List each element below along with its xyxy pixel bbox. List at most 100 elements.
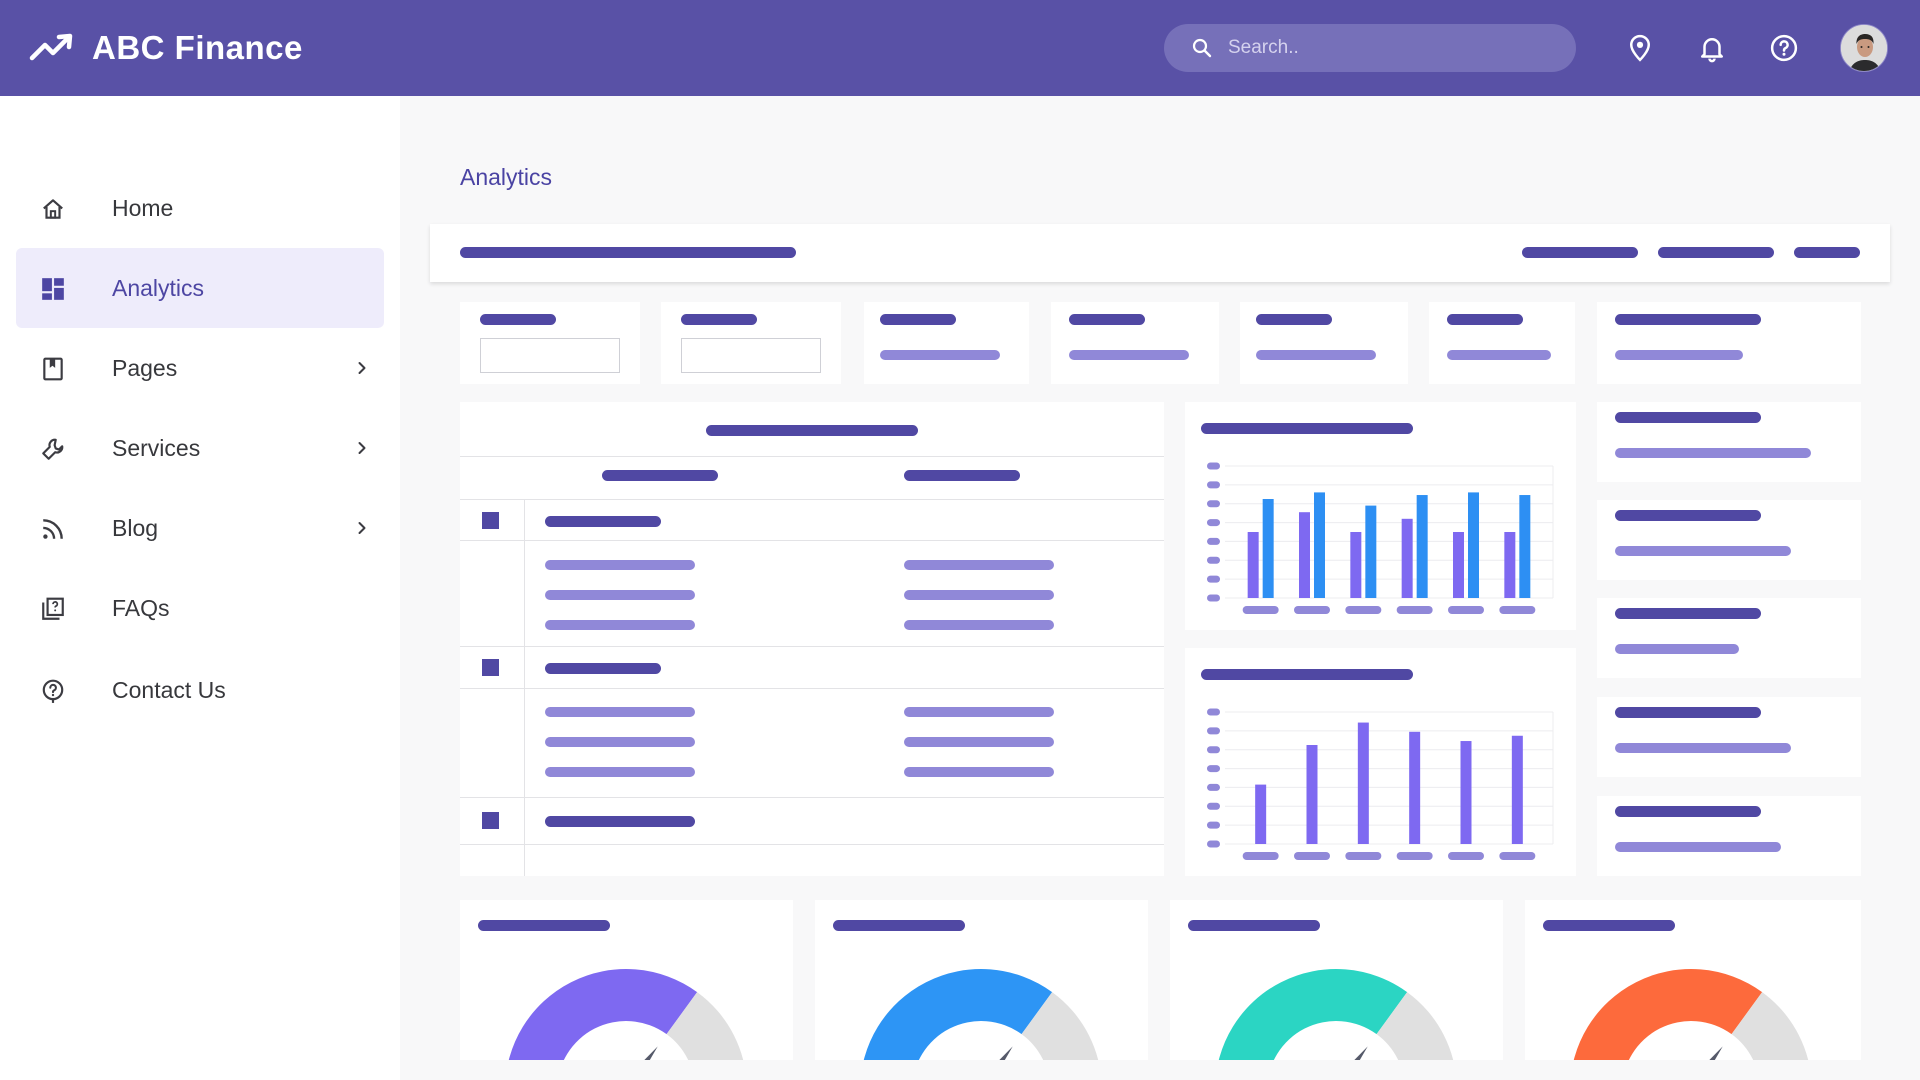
chart-title-bar xyxy=(1201,669,1413,680)
placeholder-bar xyxy=(880,350,1000,360)
table-cell xyxy=(545,707,695,717)
sidebar-item-services[interactable]: Services xyxy=(16,408,384,488)
help-book-icon xyxy=(40,596,66,622)
rss-icon xyxy=(40,516,66,542)
sidebar-item-contact-us[interactable]: Contact Us xyxy=(16,650,384,730)
row-checkbox[interactable] xyxy=(482,512,499,529)
x-tick-label xyxy=(1499,852,1536,860)
divider xyxy=(460,499,1164,500)
divider xyxy=(460,688,1164,689)
table-cell xyxy=(904,560,1054,570)
placeholder-bar xyxy=(1615,842,1781,852)
placeholder-bar xyxy=(1615,743,1791,753)
bell-icon[interactable] xyxy=(1694,30,1730,66)
bar-mark xyxy=(1247,532,1259,598)
gauge-title-bar xyxy=(1543,920,1675,931)
table-cell xyxy=(545,560,695,570)
bar-mark xyxy=(1409,731,1421,844)
placeholder-bar xyxy=(1256,350,1376,360)
sidebar-item-label: Contact Us xyxy=(112,676,226,703)
gauge-track-arc xyxy=(1731,992,1809,1060)
list-card xyxy=(1597,598,1861,678)
search-bar[interactable] xyxy=(1164,24,1576,72)
placeholder-bar xyxy=(880,314,956,325)
y-tick-label xyxy=(1207,462,1220,470)
sidebar-item-blog[interactable]: Blog xyxy=(16,488,384,568)
list-card xyxy=(1597,697,1861,777)
placeholder-bar xyxy=(1615,314,1761,325)
table-cell xyxy=(545,737,695,747)
chevron-right-icon xyxy=(352,358,372,378)
divider xyxy=(524,499,525,876)
wrench-icon xyxy=(40,436,66,462)
chevron-right-icon xyxy=(352,438,372,458)
x-tick-label xyxy=(1448,606,1484,614)
sidebar-item-pages[interactable]: Pages xyxy=(16,328,384,408)
column-header-bar xyxy=(904,470,1020,481)
row-checkbox[interactable] xyxy=(482,812,499,829)
gauge-value-arc xyxy=(1573,969,1763,1060)
column-header-bar xyxy=(602,470,718,481)
location-pin-icon[interactable] xyxy=(1622,30,1658,66)
top-app-bar: ABC Finance xyxy=(0,0,1920,96)
brand-name: ABC Finance xyxy=(92,29,303,66)
placeholder-bar xyxy=(480,314,556,325)
gauge-needle xyxy=(1354,1046,1368,1060)
y-tick-label xyxy=(1207,708,1220,716)
x-tick-label xyxy=(1396,606,1433,614)
brand[interactable]: ABC Finance xyxy=(28,28,303,68)
x-tick-label xyxy=(1448,852,1484,860)
gauge-needle xyxy=(1709,1046,1723,1060)
table-cell xyxy=(545,620,695,630)
stat-card xyxy=(1429,302,1575,384)
placeholder-button[interactable] xyxy=(1658,247,1774,258)
gauge-card xyxy=(815,900,1148,1060)
bar-mark xyxy=(1314,492,1325,598)
gauge-needle xyxy=(644,1046,658,1060)
y-tick-label xyxy=(1207,575,1220,583)
filter-input[interactable] xyxy=(480,338,620,373)
stat-card xyxy=(1240,302,1408,384)
placeholder-bar xyxy=(1615,350,1743,360)
page-title: Analytics xyxy=(460,164,553,190)
bar-mark xyxy=(1299,512,1310,598)
bar-mark xyxy=(1416,495,1428,598)
y-tick-label xyxy=(1207,500,1220,508)
home-icon xyxy=(40,196,66,222)
table-row[interactable] xyxy=(545,663,661,674)
bar-mark xyxy=(1350,532,1362,598)
list-card xyxy=(1597,402,1861,482)
x-tick-label xyxy=(1345,606,1382,614)
trending-up-icon xyxy=(28,30,76,66)
search-input[interactable] xyxy=(1228,37,1548,59)
sidebar-item-analytics[interactable]: Analytics xyxy=(16,248,384,328)
table-cell xyxy=(904,707,1054,717)
sidebar-item-label: Blog xyxy=(112,514,159,541)
placeholder-button[interactable] xyxy=(1794,247,1860,258)
table-row[interactable] xyxy=(545,816,695,827)
bar-mark xyxy=(1453,532,1464,598)
y-tick-label xyxy=(1207,821,1220,829)
filter-card xyxy=(460,302,640,384)
list-card xyxy=(1597,796,1861,876)
avatar[interactable] xyxy=(1840,24,1888,72)
help-circle-icon[interactable] xyxy=(1766,30,1802,66)
bar-mark xyxy=(1519,495,1531,598)
divider xyxy=(460,540,1164,541)
bar-mark xyxy=(1401,518,1413,598)
bar-mark xyxy=(1306,745,1318,844)
row-checkbox[interactable] xyxy=(482,659,499,676)
y-tick-label xyxy=(1207,556,1220,564)
bar-mark xyxy=(1504,532,1516,598)
filter-input[interactable] xyxy=(681,338,821,373)
sidebar-item-home[interactable]: Home xyxy=(16,168,384,248)
y-tick-label xyxy=(1207,840,1220,848)
sidebar-item-label: Pages xyxy=(112,354,178,381)
table-row[interactable] xyxy=(545,516,661,527)
gauge-card xyxy=(1170,900,1503,1060)
sidebar-item-faqs[interactable]: FAQs xyxy=(16,568,384,648)
sidebar-item-label: Analytics xyxy=(112,274,205,301)
stat-card xyxy=(1051,302,1219,384)
placeholder-button[interactable] xyxy=(1522,247,1638,258)
toolbar-card xyxy=(430,224,1890,282)
